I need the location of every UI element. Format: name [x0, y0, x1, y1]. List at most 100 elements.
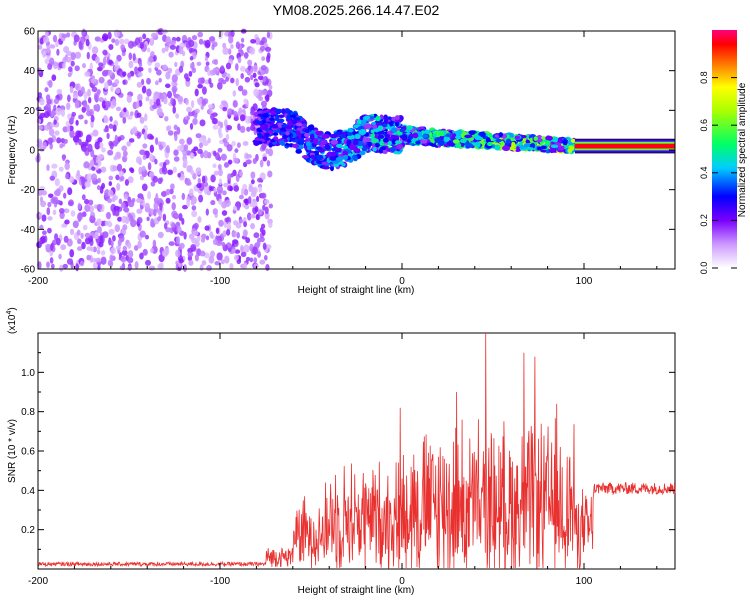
- noise-cell: [96, 218, 102, 226]
- noise-cell: [170, 183, 175, 191]
- noise-cell: [241, 89, 248, 96]
- signal-cell: [257, 132, 263, 138]
- noise-cell: [116, 54, 122, 62]
- noise-cell: [199, 264, 204, 272]
- signal-cell: [372, 146, 377, 152]
- noise-cell: [197, 148, 203, 154]
- noise-cell: [101, 182, 106, 190]
- noise-cell: [63, 192, 67, 199]
- noise-cell: [204, 56, 209, 62]
- y-tick-label: 0.8: [21, 407, 35, 418]
- noise-cell: [150, 218, 155, 225]
- noise-cell: [116, 182, 121, 191]
- noise-cell: [240, 72, 244, 80]
- noise-cell: [77, 202, 82, 210]
- noise-cell: [73, 34, 80, 43]
- noise-cell: [66, 32, 71, 38]
- noise-cell: [192, 117, 198, 126]
- noise-cell: [39, 196, 44, 203]
- noise-cell: [237, 123, 241, 131]
- signal-cell: [406, 125, 413, 131]
- colorbar-tick-label: 0.0: [699, 262, 709, 275]
- noise-cell: [55, 40, 59, 48]
- noise-cell: [90, 173, 98, 182]
- noise-cell: [213, 170, 219, 176]
- noise-cell: [216, 82, 223, 90]
- noise-cell: [174, 133, 178, 142]
- noise-cell: [135, 156, 142, 164]
- y-tick-label: 0: [29, 146, 35, 157]
- colorbar: 0.0 0.2 0.4 0.6 0.8 Normalized spectral ampl…: [699, 30, 748, 274]
- noise-cell: [150, 32, 158, 38]
- signal-cell: [275, 108, 283, 114]
- noise-cell: [197, 83, 203, 89]
- signal-cell: [544, 140, 551, 146]
- x-tick-label: 0: [399, 576, 405, 587]
- noise-cell: [74, 51, 82, 59]
- noise-cell: [159, 202, 163, 211]
- noise-cell: [74, 100, 80, 109]
- noise-cell: [136, 132, 141, 139]
- signal-cell: [318, 148, 325, 153]
- noise-cell: [124, 38, 130, 45]
- noise-cell: [240, 187, 245, 197]
- noise-cell: [67, 72, 72, 78]
- noise-cell: [207, 68, 211, 77]
- noise-cell: [249, 257, 254, 263]
- signal-cell: [536, 146, 542, 151]
- noise-cell: [188, 47, 195, 53]
- noise-cell: [94, 231, 99, 240]
- signal-cell: [378, 134, 385, 139]
- noise-cell: [175, 236, 181, 245]
- signal-cell: [432, 133, 437, 137]
- noise-cell: [52, 209, 57, 216]
- spectrogram-x-label: Height of straight line (km): [298, 285, 415, 296]
- noise-cell: [155, 80, 159, 86]
- noise-cell: [172, 88, 177, 97]
- noise-cell: [72, 220, 79, 229]
- noise-cell: [157, 177, 163, 185]
- noise-cell: [133, 244, 139, 251]
- signal-cell: [313, 150, 320, 155]
- signal-cell: [443, 143, 449, 148]
- snr-y-label: SNR (10 * v/v): [7, 419, 18, 483]
- noise-cell: [49, 44, 56, 49]
- noise-cell: [247, 70, 252, 76]
- signal-cell: [322, 165, 331, 170]
- y-tick-label: 0.6: [21, 447, 35, 458]
- noise-cell: [175, 113, 180, 119]
- noise-cell: [142, 143, 148, 149]
- noise-cell: [121, 249, 128, 256]
- noise-cell: [222, 42, 227, 49]
- noise-cell: [141, 165, 146, 172]
- noise-cell: [181, 192, 186, 201]
- noise-cell: [114, 134, 119, 143]
- noise-cell: [37, 140, 43, 149]
- noise-cell: [187, 111, 194, 117]
- noise-cell: [62, 126, 69, 133]
- noise-cell: [128, 52, 133, 61]
- noise-cell: [182, 158, 188, 167]
- noise-cell: [80, 176, 85, 186]
- noise-cell: [36, 118, 42, 124]
- noise-cell: [114, 65, 119, 72]
- noise-cell: [69, 129, 75, 138]
- noise-cell: [93, 93, 99, 102]
- noise-cell: [212, 238, 219, 246]
- signal-cell: [505, 138, 512, 144]
- noise-cell: [225, 62, 232, 70]
- noise-cell: [218, 168, 223, 177]
- noise-cell: [172, 106, 176, 114]
- signal-cell: [253, 140, 260, 146]
- noise-cell: [231, 140, 236, 147]
- noise-cell: [178, 65, 184, 73]
- noise-cell: [167, 169, 173, 175]
- noise-cell: [46, 164, 50, 171]
- noise-cell: [265, 263, 270, 272]
- noise-cell: [141, 183, 148, 192]
- noise-cell: [237, 85, 244, 92]
- noise-cell: [233, 110, 238, 119]
- noise-cell: [212, 163, 217, 169]
- noise-cell: [179, 242, 185, 250]
- noise-cell: [172, 166, 177, 173]
